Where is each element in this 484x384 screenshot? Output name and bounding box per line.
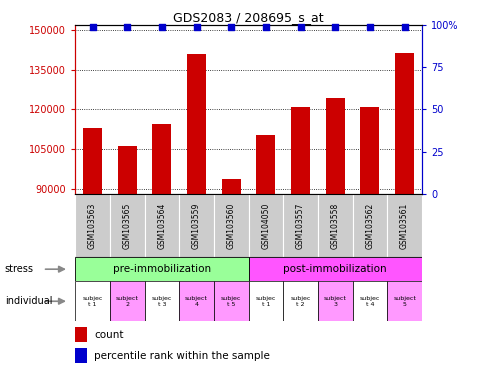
- Text: GSM103558: GSM103558: [330, 202, 339, 249]
- Bar: [325, 98, 344, 194]
- Text: GSM103560: GSM103560: [226, 202, 235, 249]
- Bar: [352, 194, 386, 257]
- Text: GSM103561: GSM103561: [399, 202, 408, 249]
- Bar: [221, 179, 240, 194]
- Point: [331, 23, 338, 30]
- Point: [365, 23, 373, 30]
- Text: GSM103562: GSM103562: [364, 202, 374, 249]
- Text: individual: individual: [5, 296, 52, 306]
- Text: subjec
t 1: subjec t 1: [255, 296, 275, 307]
- Text: subjec
t 1: subjec t 1: [82, 296, 103, 307]
- Text: count: count: [94, 330, 123, 340]
- Point: [192, 23, 200, 30]
- Bar: [75, 281, 109, 321]
- Bar: [394, 53, 413, 194]
- Bar: [152, 124, 171, 194]
- Point: [89, 23, 96, 30]
- Text: pre-immobilization: pre-immobilization: [113, 264, 211, 274]
- Bar: [248, 194, 283, 257]
- Bar: [248, 257, 421, 281]
- Text: stress: stress: [5, 264, 34, 274]
- Text: subject
2: subject 2: [116, 296, 138, 307]
- Bar: [83, 128, 102, 194]
- Text: subject
5: subject 5: [393, 296, 415, 307]
- Point: [227, 23, 235, 30]
- Point: [123, 23, 131, 30]
- Bar: [118, 146, 136, 194]
- Bar: [75, 194, 109, 257]
- Point: [158, 23, 166, 30]
- Text: post-immobilization: post-immobilization: [283, 264, 386, 274]
- Point: [296, 23, 304, 30]
- Bar: [144, 194, 179, 257]
- Text: subject
4: subject 4: [185, 296, 208, 307]
- Point: [400, 23, 408, 30]
- Bar: [75, 257, 248, 281]
- Text: GSM103565: GSM103565: [122, 202, 132, 249]
- Bar: [256, 134, 275, 194]
- Bar: [352, 281, 386, 321]
- Text: subject
3: subject 3: [323, 296, 346, 307]
- Bar: [179, 281, 213, 321]
- Bar: [248, 281, 283, 321]
- Bar: [386, 194, 421, 257]
- Text: subjec
t 5: subjec t 5: [221, 296, 241, 307]
- Bar: [187, 54, 206, 194]
- Text: GSM104050: GSM104050: [261, 202, 270, 249]
- Bar: [386, 281, 421, 321]
- Bar: [144, 281, 179, 321]
- Text: GSM103559: GSM103559: [192, 202, 201, 249]
- Text: percentile rank within the sample: percentile rank within the sample: [94, 351, 270, 361]
- Text: GSM103564: GSM103564: [157, 202, 166, 249]
- Bar: [283, 194, 318, 257]
- Bar: [75, 348, 87, 363]
- Text: subjec
t 2: subjec t 2: [290, 296, 310, 307]
- Title: GDS2083 / 208695_s_at: GDS2083 / 208695_s_at: [173, 11, 323, 24]
- Bar: [213, 281, 248, 321]
- Bar: [75, 327, 87, 342]
- Bar: [318, 194, 352, 257]
- Text: subjec
t 4: subjec t 4: [359, 296, 379, 307]
- Text: GSM103557: GSM103557: [295, 202, 304, 249]
- Point: [261, 23, 269, 30]
- Bar: [109, 194, 144, 257]
- Bar: [290, 107, 309, 194]
- Bar: [283, 281, 318, 321]
- Bar: [109, 281, 144, 321]
- Bar: [179, 194, 213, 257]
- Bar: [318, 281, 352, 321]
- Text: GSM103563: GSM103563: [88, 202, 97, 249]
- Bar: [213, 194, 248, 257]
- Text: subjec
t 3: subjec t 3: [151, 296, 172, 307]
- Bar: [360, 107, 378, 194]
